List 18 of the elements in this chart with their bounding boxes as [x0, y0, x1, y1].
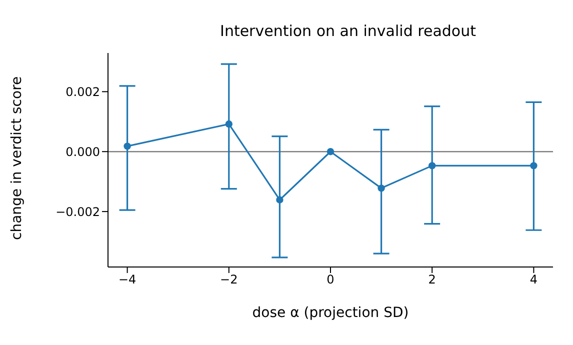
- point: [276, 196, 284, 204]
- x-tick-label: −2: [220, 272, 238, 287]
- point: [124, 142, 131, 150]
- point: [530, 162, 538, 170]
- x-axis-title: dose α (projection SD): [252, 305, 409, 321]
- point: [428, 162, 436, 170]
- x-tick-label: 0: [326, 272, 334, 287]
- chart-title: Intervention on an invalid readout: [219, 22, 477, 40]
- point: [225, 120, 232, 128]
- y-tick-label: −0.002: [56, 204, 100, 219]
- point: [326, 148, 334, 156]
- x-tick-label: −4: [118, 272, 136, 287]
- y-axis-title: change in verdict score: [8, 76, 25, 240]
- y-tick-label: 0.002: [66, 84, 100, 99]
- x-tick-label: 2: [428, 272, 436, 287]
- y-tick-label: 0.000: [66, 144, 100, 159]
- x-tick-label: 4: [530, 272, 538, 287]
- point: [378, 184, 385, 192]
